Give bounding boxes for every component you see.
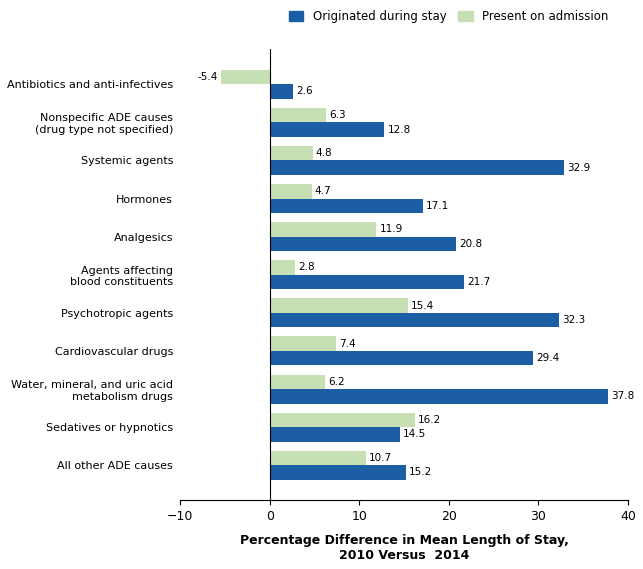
Text: 6.2: 6.2 [329, 377, 345, 387]
Text: 4.7: 4.7 [315, 186, 332, 196]
Bar [269, 160, 565, 175]
Bar [269, 336, 336, 351]
Bar [269, 199, 423, 213]
Legend: Originated during stay, Present on admission: Originated during stay, Present on admis… [285, 6, 613, 28]
Text: 15.4: 15.4 [411, 300, 434, 311]
Text: 32.3: 32.3 [562, 315, 586, 325]
Text: -5.4: -5.4 [198, 72, 218, 82]
Bar [269, 413, 415, 427]
Bar [269, 260, 294, 275]
Bar [269, 275, 464, 289]
Text: 12.8: 12.8 [388, 125, 411, 134]
X-axis label: Percentage Difference in Mean Length of Stay,
2010 Versus  2014: Percentage Difference in Mean Length of … [240, 534, 568, 562]
Bar [269, 389, 608, 403]
Bar [269, 451, 365, 465]
Text: 20.8: 20.8 [459, 239, 482, 249]
Text: 7.4: 7.4 [339, 339, 356, 349]
Text: 15.2: 15.2 [409, 468, 432, 477]
Text: 2.6: 2.6 [296, 86, 312, 97]
Text: 10.7: 10.7 [368, 453, 392, 463]
Text: 16.2: 16.2 [418, 415, 441, 425]
Bar [269, 84, 293, 98]
Text: 29.4: 29.4 [536, 353, 559, 363]
Bar [269, 465, 406, 480]
Text: 2.8: 2.8 [298, 262, 314, 273]
Text: 11.9: 11.9 [379, 224, 403, 234]
Text: 4.8: 4.8 [316, 148, 332, 158]
Bar [221, 70, 269, 84]
Text: 14.5: 14.5 [403, 430, 426, 439]
Bar [269, 146, 312, 160]
Bar [269, 298, 408, 313]
Text: 17.1: 17.1 [426, 201, 449, 211]
Text: 21.7: 21.7 [467, 277, 491, 287]
Text: 6.3: 6.3 [329, 110, 346, 120]
Text: 32.9: 32.9 [568, 163, 591, 172]
Bar [269, 351, 533, 365]
Text: 37.8: 37.8 [611, 391, 635, 401]
Bar [269, 427, 399, 442]
Bar [269, 237, 456, 251]
Bar [269, 184, 312, 199]
Bar [269, 108, 326, 122]
Bar [269, 222, 376, 237]
Bar [269, 313, 559, 327]
Bar [269, 122, 385, 137]
Bar [269, 374, 325, 389]
